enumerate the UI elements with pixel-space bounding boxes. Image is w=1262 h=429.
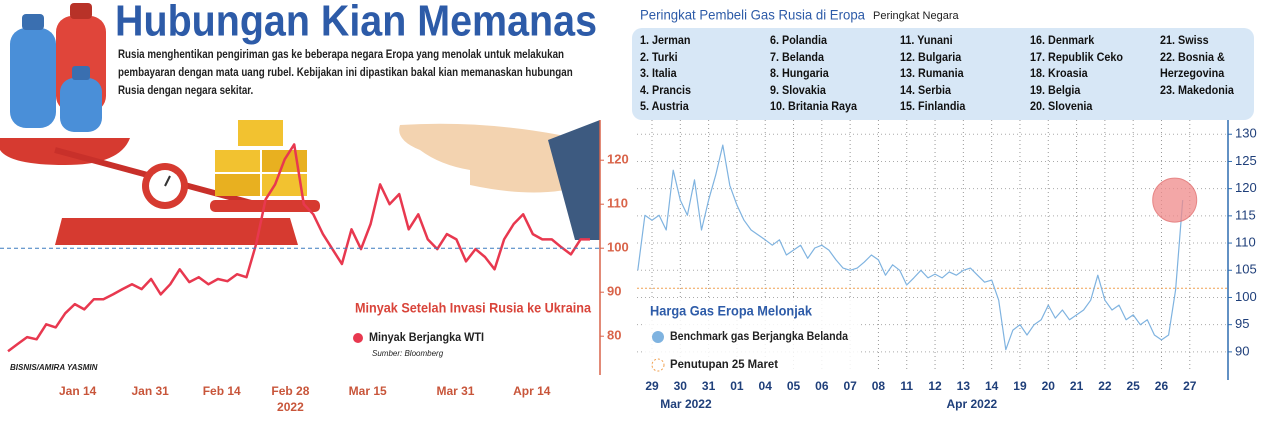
chart-title: Harga Gas Eropa Melonjak (650, 303, 812, 319)
x-tick-label: 26 (1155, 379, 1169, 393)
x-tick-label: Jan 31 (131, 384, 169, 398)
month-label: Apr 2022 (946, 397, 997, 411)
ranking-item: 21. Swiss (1160, 33, 1209, 47)
ranking-item: 13. Rumania (900, 66, 964, 80)
ranking-item: 17. Republik Ceko (1030, 49, 1124, 64)
ranking-item: 15. Finlandia (900, 99, 966, 113)
x-tick-label: 20 (1042, 379, 1056, 393)
ranking-item: 1. Jerman (640, 33, 691, 47)
x-tick-label: 04 (759, 379, 773, 393)
x-tick-label: Apr 14 (513, 384, 551, 398)
y-tick-label: 95 (1235, 316, 1249, 331)
ranking-item: 11. Yunani (900, 33, 953, 47)
y-tick-label: 120 (607, 152, 629, 167)
ranking-column: 21. Swiss 22. Bosnia & Herzegovina 23. Mak… (1160, 32, 1252, 120)
y-tick-label: 125 (1235, 153, 1257, 168)
series-line (7, 143, 590, 353)
ranking-item: 20. Slovenia (1030, 99, 1093, 113)
y-tick-label: 110 (607, 196, 628, 211)
x-tick-label: 07 (843, 379, 857, 393)
ranking-item: 3. Italia (640, 66, 677, 80)
ranking-item: 4. Prancis (640, 82, 692, 97)
y-tick-label: 130 (1235, 126, 1257, 141)
x-tick-label: 11 (900, 379, 913, 393)
x-tick-label: 30 (674, 379, 688, 393)
x-tick-label: 31 (702, 379, 716, 393)
legend-label: Penutupan 25 Maret (670, 357, 778, 371)
ranking-item: 9. Slovakia (770, 82, 826, 97)
headline: Hubungan Kian Memanas (115, 0, 597, 46)
y-tick-label: 90 (1235, 343, 1249, 358)
y-tick-label: 100 (1235, 289, 1257, 304)
illustration (0, 3, 600, 245)
ranking-item: 19. Belgia (1030, 82, 1081, 97)
x-tick-label: Feb 14 (203, 384, 241, 398)
x-tick-label: Feb 28 (271, 384, 309, 398)
credit: BISNIS/AMIRA YASMIN (10, 363, 98, 372)
y-tick-label: 115 (1235, 207, 1256, 222)
ranking-subtitle: Peringkat Negara (873, 10, 959, 22)
legend-swatch (652, 331, 664, 343)
x-tick-label: 19 (1013, 379, 1027, 393)
y-tick-label: 80 (607, 328, 621, 343)
x-tick-label: Jan 14 (59, 384, 97, 398)
ranking-item: 2. Turki (640, 49, 678, 64)
body-text: Rusia menghentikan pengiriman gas ke beb… (118, 49, 573, 97)
ranking-column: 1. Jerman 2. Turki 3. Italia 4. Prancis 5. A… (640, 32, 770, 120)
ranking-item: 8. Hungaria (770, 66, 829, 80)
legend-label: Minyak Berjangka WTI (369, 330, 484, 344)
x-tick-label: 06 (815, 379, 829, 393)
ranking-item: 18. Kroasia (1030, 66, 1088, 80)
x-tick-label: 01 (730, 379, 744, 393)
x-tick-label: 21 (1070, 379, 1084, 393)
x-tick-label: 13 (957, 379, 971, 393)
ranking-item: 23. Makedonia (1160, 82, 1234, 97)
y-tick-label: 105 (1235, 262, 1257, 277)
ranking-column: 11. Yunani 12. Bulgaria 13. Rumania 14. Ser… (900, 32, 1030, 120)
highlight-circle (1152, 177, 1198, 223)
x-tick-label: 25 (1126, 379, 1140, 393)
ranking-item: 14. Serbia (900, 82, 952, 97)
ranking-item: 6. Polandia (770, 33, 828, 47)
y-tick-label: 100 (607, 240, 629, 255)
x-tick-label: 14 (985, 379, 999, 393)
y-tick-label: 90 (607, 284, 621, 299)
x-tick-label: 05 (787, 379, 801, 393)
ranking-item: 16. Denmark (1030, 33, 1095, 47)
legend-swatch (353, 333, 363, 343)
x-tick-label: 22 (1098, 379, 1112, 393)
y-tick-label: 110 (1235, 234, 1256, 249)
ranking-item: 12. Bulgaria (900, 49, 962, 64)
series-line (637, 144, 1184, 351)
ranking-box: 1. Jerman 2. Turki 3. Italia 4. Prancis 5. A… (632, 28, 1254, 120)
x-tick-label: 29 (645, 379, 659, 393)
chart-title: Minyak Setelah Invasi Rusia ke Ukraina (355, 300, 591, 316)
ranking-title: Peringkat Pembeli Gas Rusia di Eropa (640, 7, 865, 23)
ranking-column: 16. Denmark 17. Republik Ceko 18. Kroasia 1… (1030, 32, 1160, 120)
x-tick-label: 12 (928, 379, 942, 393)
x-tick-label: 08 (872, 379, 886, 393)
source: Sumber: Bloomberg (372, 349, 444, 358)
ranking-item: 22. Bosnia & Herzegovina (1160, 49, 1225, 81)
x-tick-label: 27 (1183, 379, 1197, 393)
x-tick-label: Mar 15 (349, 384, 387, 398)
legend-box (645, 298, 860, 378)
ranking-column: 6. Polandia 7. Belanda 8. Hungaria 9. Slova… (770, 32, 900, 120)
legend-label: Benchmark gas Berjangka Belanda (670, 329, 848, 343)
x-tick-label: Mar 31 (436, 384, 474, 398)
ranking-item: 7. Belanda (770, 49, 825, 64)
year-label: 2022 (277, 400, 304, 414)
month-label: Mar 2022 (660, 397, 712, 411)
y-tick-label: 120 (1235, 180, 1257, 195)
legend-swatch (651, 358, 665, 372)
ranking-item: 5. Austria (640, 99, 689, 113)
ranking-item: 10. Britania Raya (770, 99, 858, 113)
